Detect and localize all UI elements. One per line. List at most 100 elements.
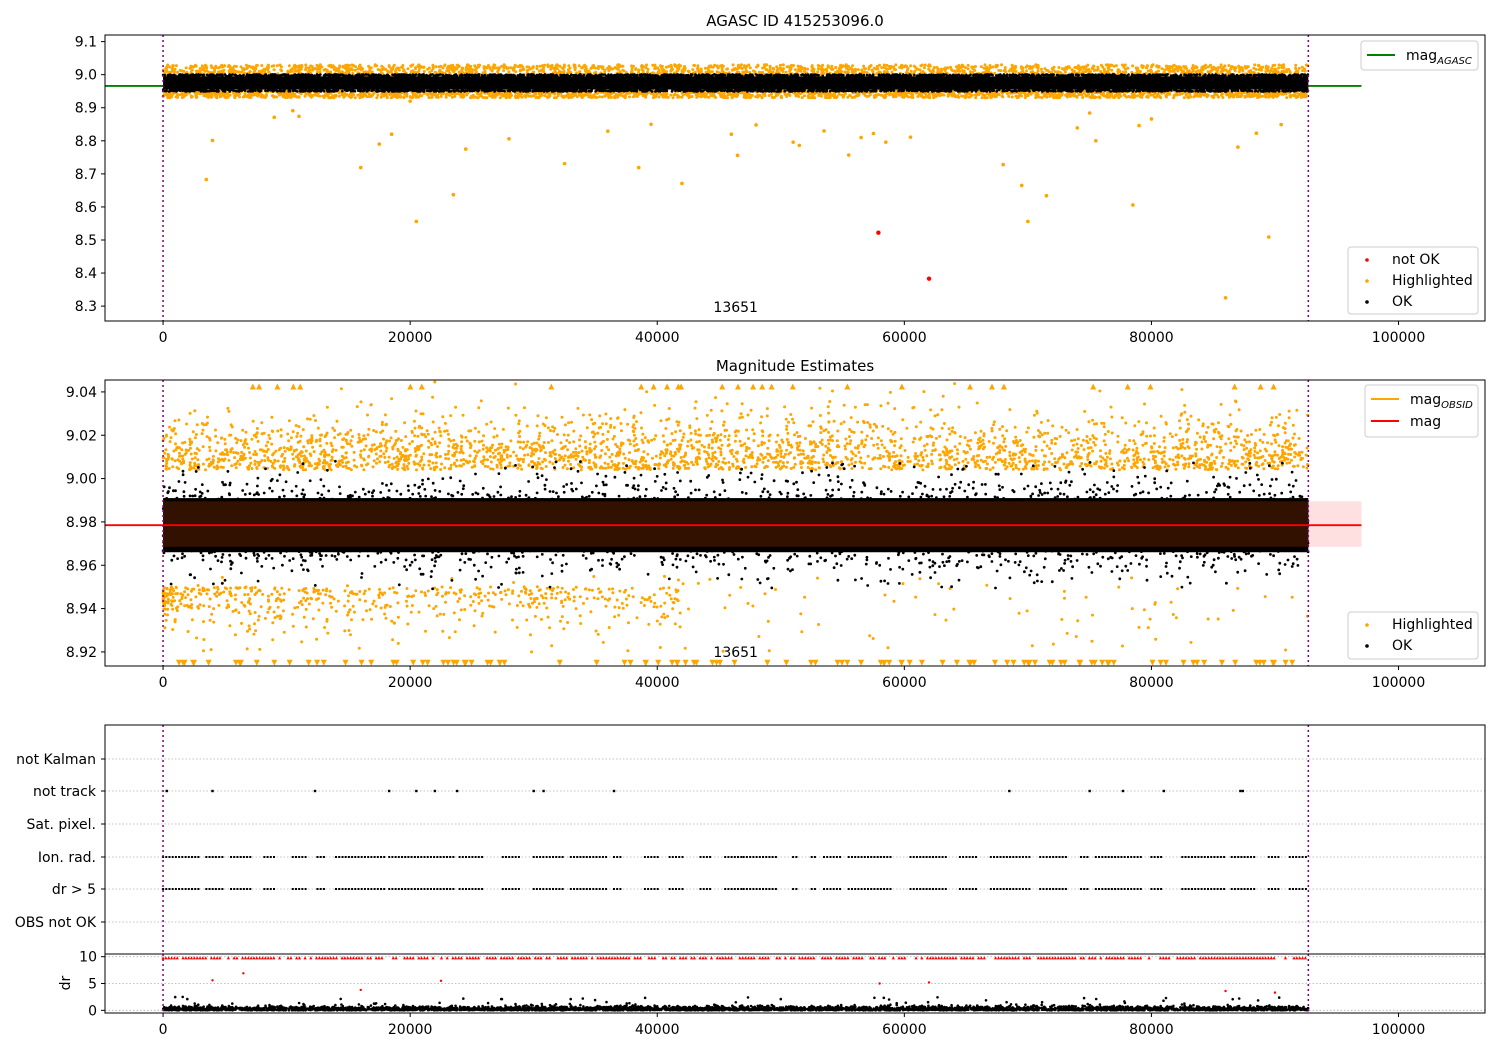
dr-outlier-point	[439, 979, 443, 983]
highlighted-point	[297, 114, 301, 119]
flag-not-track-point	[1008, 789, 1011, 793]
highlighted-point	[340, 92, 345, 97]
not-ok-point	[876, 230, 881, 235]
flag-not-track-point	[211, 789, 214, 793]
highlighted-scatter	[161, 380, 1310, 654]
dr-outlier-point	[878, 982, 881, 985]
flag-not-track-point	[433, 789, 437, 793]
panel4-ytick-label: 0	[88, 1003, 97, 1019]
panel1-xtick-label: 100000	[1372, 330, 1425, 346]
panel4-xtick-label: 100000	[1372, 1022, 1425, 1038]
highlighted-point	[507, 137, 511, 141]
panel4-ytick-label: 5	[88, 977, 97, 993]
panel4-data	[105, 956, 1485, 1012]
panel2-legend-lower	[1347, 611, 1479, 660]
panel2-xtick-label: 100000	[1372, 675, 1425, 691]
panel3-ytick-label: not Kalman	[16, 752, 96, 768]
highlighted-point	[414, 219, 419, 224]
panel1-ytick-label: 9.1	[75, 35, 97, 51]
dr-saturated-points	[161, 956, 1307, 960]
highlighted-point	[1137, 123, 1141, 128]
flag-not-track-point	[542, 789, 545, 793]
panel4-ylabel: dr	[58, 975, 74, 990]
panel2-frame	[104, 379, 1486, 667]
panel-magnitude-estimates: Magnitude Estimates 13651 0 20000 40000 6000…	[66, 357, 1486, 691]
panel-agasc-magnitude: AGASC ID 415253096.0 13651 0 20000 40000 600…	[75, 12, 1486, 346]
legend-label: OK	[1392, 294, 1413, 310]
panel1-xtick-label: 20000	[388, 330, 433, 346]
highlighted-clipped-high-markers	[249, 383, 1277, 390]
panel1-ytick-label: 8.9	[75, 101, 97, 117]
dr-outlier-point	[359, 988, 362, 992]
legend-label: Highlighted	[1392, 617, 1473, 633]
highlighted-point	[1044, 193, 1049, 198]
flag-not-track-point	[1121, 789, 1125, 793]
flag-not-track-point	[387, 789, 391, 793]
highlighted-point	[680, 181, 684, 186]
highlighted-point	[606, 129, 610, 134]
panel1-ytick-label: 9.0	[75, 68, 97, 84]
panel1-ytick-label: 8.5	[75, 233, 97, 249]
panel4-ytick-label: 10	[79, 950, 97, 966]
ok-points-edge	[161, 73, 1310, 93]
highlighted-point	[1223, 296, 1228, 300]
highlighted-point	[822, 129, 826, 133]
highlighted-point	[729, 132, 734, 136]
highlighted-point	[389, 132, 394, 136]
flag-not-track-point	[455, 789, 459, 793]
highlighted-point	[871, 131, 876, 136]
panel1-frame	[104, 34, 1486, 322]
highlighted-point	[204, 177, 209, 182]
not-ok-point	[926, 276, 932, 281]
panel2-ytick-label: 8.92	[66, 645, 97, 661]
highlighted-point	[1087, 111, 1092, 115]
highlighted-point	[210, 138, 215, 143]
legend-marker	[1365, 644, 1369, 648]
panel4-xtick-label: 40000	[635, 1022, 680, 1038]
highlighted-point	[735, 153, 740, 158]
highlighted-point	[797, 143, 802, 148]
panel-flags: not Kalman not track Sat. pixel. Ion. rad. d…	[15, 724, 1486, 955]
dr-outlier-point	[1273, 991, 1277, 994]
flag-not-track-point	[1241, 789, 1245, 793]
dr-outlier-point	[1224, 989, 1227, 993]
highlighted-point	[562, 161, 567, 166]
panel4-plot-area: 0 20000 40000 60000 80000 100000 0 5 10	[79, 950, 1486, 1038]
highlighted-dense-points	[161, 63, 1310, 100]
panel2-ytick-label: 9.00	[66, 472, 97, 488]
highlighted-point	[1075, 126, 1080, 130]
panel4-xtick-label: 0	[159, 1022, 168, 1038]
panel1-data	[105, 63, 1362, 300]
highlighted-point	[1131, 203, 1135, 207]
legend-label: not OK	[1392, 252, 1440, 268]
panel2-obsid-label: 13651	[713, 645, 758, 661]
flag-not-track-point	[612, 789, 616, 793]
panel3-ytick-label: Ion. rad.	[38, 850, 96, 866]
panel3-ytick-label: OBS not OK	[15, 915, 97, 931]
flag-not-track-point	[313, 789, 317, 793]
legend-label: OK	[1392, 638, 1413, 654]
highlighted-point	[1266, 235, 1271, 239]
highlighted-point	[1236, 145, 1240, 149]
highlighted-point	[908, 135, 913, 139]
highlighted-point	[377, 142, 382, 146]
panel2-xtick-label: 60000	[882, 675, 927, 691]
panel2-xtick-label: 80000	[1129, 675, 1174, 691]
panel2-ytick-label: 8.96	[66, 558, 97, 574]
flag-not-track-point	[415, 789, 418, 793]
panel-dr: dr 0 20000 40000 60000 80000 100000 0 5 10	[58, 950, 1486, 1038]
flag-not-track-point	[165, 789, 168, 793]
panel2-xtick-label: 0	[159, 675, 168, 691]
mag-band-overlap	[163, 501, 1309, 547]
flag-not-track-point	[1162, 789, 1165, 793]
highlighted-point	[1026, 219, 1030, 224]
panel1-ytick-label: 8.3	[75, 299, 97, 315]
panel4-xtick-label: 60000	[882, 1022, 927, 1038]
highlighted-point	[1001, 162, 1005, 167]
legend-line-label: mag	[1410, 414, 1441, 430]
panel1-ytick-label: 8.7	[75, 167, 97, 183]
dr-outlier-point	[927, 981, 931, 984]
highlighted-point	[884, 140, 888, 144]
highlighted-point	[1279, 122, 1283, 127]
flag-not-track-point	[1239, 789, 1242, 793]
